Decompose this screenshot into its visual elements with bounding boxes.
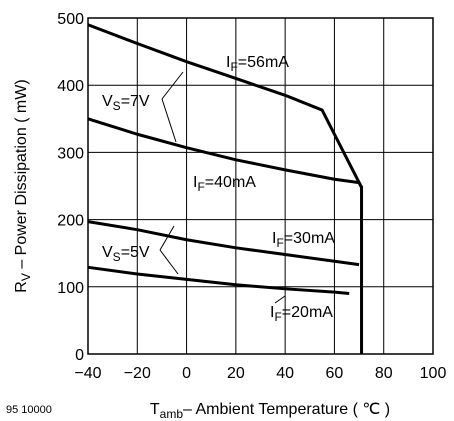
x-tick-label: −40: [74, 365, 101, 382]
series-group: [87, 23, 364, 354]
y-tick-label: 0: [75, 347, 84, 364]
curve-annotation-4: IF=30mA: [272, 230, 335, 250]
annotation-part: I: [226, 54, 230, 71]
x-tick-label: −20: [124, 365, 151, 382]
leader-line: [161, 71, 184, 100]
label-leader-lines: [159, 71, 286, 304]
leader-line: [159, 249, 179, 275]
x-axis-title-sub: amb: [160, 407, 184, 421]
y-axis-title: RV – Power Dissipation ( mW): [13, 79, 33, 292]
curve-annotation-5: VS=5V: [102, 244, 150, 264]
grid: [88, 18, 433, 354]
annotation-part: V: [102, 93, 113, 110]
annotation-part: =5V: [121, 244, 150, 261]
figure-id: 95 10000: [6, 404, 52, 416]
series-line-4: [87, 265, 350, 296]
curve-annotation-1: IF=56mA: [226, 54, 289, 74]
curve-annotation-3: IF=40mA: [193, 174, 256, 194]
y-tick-label: 300: [57, 145, 84, 162]
annotation-part: =40mA: [205, 174, 256, 191]
y-axis-title-main: R: [13, 281, 30, 293]
x-axis-title-main: T: [150, 401, 160, 418]
leader-line: [159, 225, 175, 251]
curve-annotation-2: VS=7V: [102, 93, 150, 113]
y-tick-label: 400: [57, 78, 84, 95]
y-tick-label: 100: [57, 280, 84, 297]
y-tick-label: 500: [57, 11, 84, 28]
y-tick-label: 200: [57, 213, 84, 230]
y-tick-labels: 0 100 200 300 400 500: [57, 11, 84, 364]
series-line-1: [87, 23, 363, 189]
curve-annotation-6: IF=20mA: [270, 304, 333, 324]
y-axis-title-sub: V: [19, 273, 33, 281]
x-tick-label: 0: [182, 365, 191, 382]
x-axis-title: Tamb– Ambient Temperature ( ℃ ): [150, 401, 390, 421]
x-tick-label: 60: [326, 365, 344, 382]
annotation-part: I: [270, 304, 274, 321]
leader-line: [161, 98, 177, 143]
x-tick-label: 80: [375, 365, 393, 382]
annotation-part: S: [113, 250, 121, 264]
x-tick-labels: −40 −20 0 20 40 60 80 100: [74, 365, 446, 382]
annotation-part: =56mA: [238, 54, 289, 71]
series-line-2: [87, 117, 363, 189]
annotation-part: F: [230, 60, 237, 74]
annotation-part: =20mA: [282, 304, 333, 321]
annotation-part: F: [274, 310, 281, 324]
series-line-3: [87, 220, 360, 267]
annotation-part: =30mA: [284, 230, 335, 247]
annotation-part: I: [272, 230, 276, 247]
x-tick-label: 20: [227, 365, 245, 382]
plot-frame: [87, 17, 434, 355]
x-tick-label: 100: [420, 365, 447, 382]
annotation-part: S: [113, 99, 121, 113]
annotation-part: =7V: [121, 93, 150, 110]
annotation-part: I: [193, 174, 197, 191]
x-tick-label: 40: [276, 365, 294, 382]
annotation-part: F: [197, 180, 204, 194]
leader-line: [274, 295, 286, 304]
annotation-part: F: [276, 236, 283, 250]
x-axis-title-rest: – Ambient Temperature ( ℃ ): [183, 401, 390, 418]
annotation-part: V: [102, 244, 113, 261]
y-axis-title-rest: – Power Dissipation ( mW): [13, 79, 30, 273]
